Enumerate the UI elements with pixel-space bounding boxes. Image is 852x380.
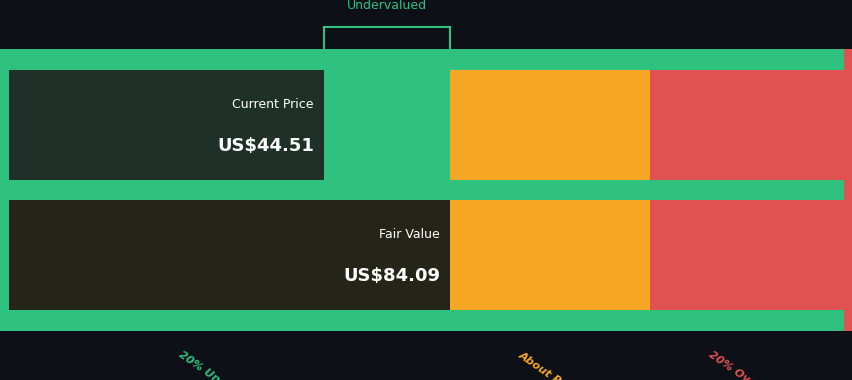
Bar [9,180,843,201]
Bar [9,310,843,331]
Text: Undervalued: Undervalued [347,0,427,12]
Bar [9,49,843,70]
Text: US$84.09: US$84.09 [343,267,440,285]
Bar [9,201,450,310]
Bar [450,49,649,331]
Bar [0,49,450,331]
Text: US$44.51: US$44.51 [216,137,314,155]
Text: Fair Value: Fair Value [379,228,440,241]
Text: 20% Undervalued: 20% Undervalued [177,350,273,380]
Bar [649,49,852,331]
Text: About Right: About Right [516,350,583,380]
Bar [9,70,324,180]
Text: Current Price: Current Price [232,98,314,111]
Text: 20% Overvalued: 20% Overvalued [706,350,795,380]
